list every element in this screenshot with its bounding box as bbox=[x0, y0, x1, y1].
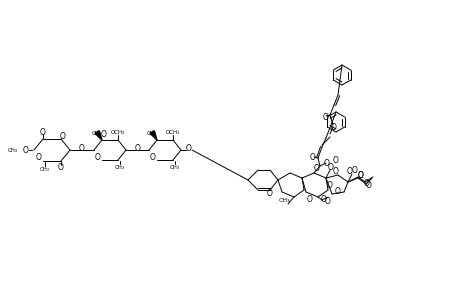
Text: CH₃: CH₃ bbox=[115, 164, 125, 169]
Text: O: O bbox=[35, 153, 41, 162]
Text: O: O bbox=[307, 196, 312, 205]
Text: O: O bbox=[309, 152, 315, 161]
Text: OCH₃: OCH₃ bbox=[165, 130, 180, 134]
Text: CH₃: CH₃ bbox=[146, 130, 157, 136]
Text: O: O bbox=[332, 155, 338, 164]
Text: O: O bbox=[313, 164, 319, 172]
Text: CH₃: CH₃ bbox=[8, 148, 18, 152]
Text: O: O bbox=[322, 112, 328, 122]
Text: O: O bbox=[185, 143, 191, 152]
Text: O: O bbox=[363, 179, 369, 188]
Text: O: O bbox=[326, 182, 332, 190]
Text: CH₃: CH₃ bbox=[92, 130, 102, 136]
Text: O: O bbox=[327, 163, 333, 172]
Text: O: O bbox=[357, 170, 363, 179]
Text: O: O bbox=[357, 172, 363, 181]
Text: O: O bbox=[79, 143, 85, 152]
Text: O: O bbox=[325, 197, 330, 206]
Text: O: O bbox=[330, 122, 336, 131]
Text: CH₃: CH₃ bbox=[169, 164, 179, 169]
Text: O: O bbox=[332, 167, 338, 176]
Text: O: O bbox=[351, 166, 357, 175]
Text: O: O bbox=[58, 163, 64, 172]
Text: CH₃: CH₃ bbox=[40, 167, 50, 172]
Text: O: O bbox=[334, 188, 340, 196]
Text: O: O bbox=[23, 146, 29, 154]
Text: O: O bbox=[323, 158, 329, 167]
Text: O: O bbox=[95, 152, 101, 161]
Text: O: O bbox=[134, 143, 140, 152]
Polygon shape bbox=[95, 131, 102, 140]
Text: O: O bbox=[101, 130, 106, 139]
Text: O: O bbox=[40, 128, 46, 136]
Text: O: O bbox=[320, 196, 326, 205]
Polygon shape bbox=[150, 131, 157, 140]
Text: O: O bbox=[365, 182, 371, 190]
Text: O: O bbox=[267, 188, 272, 197]
Text: O: O bbox=[60, 131, 66, 140]
Text: OCH₃: OCH₃ bbox=[111, 130, 125, 134]
Text: O: O bbox=[150, 152, 156, 161]
Text: O: O bbox=[346, 167, 352, 176]
Text: CH₃: CH₃ bbox=[278, 197, 289, 202]
